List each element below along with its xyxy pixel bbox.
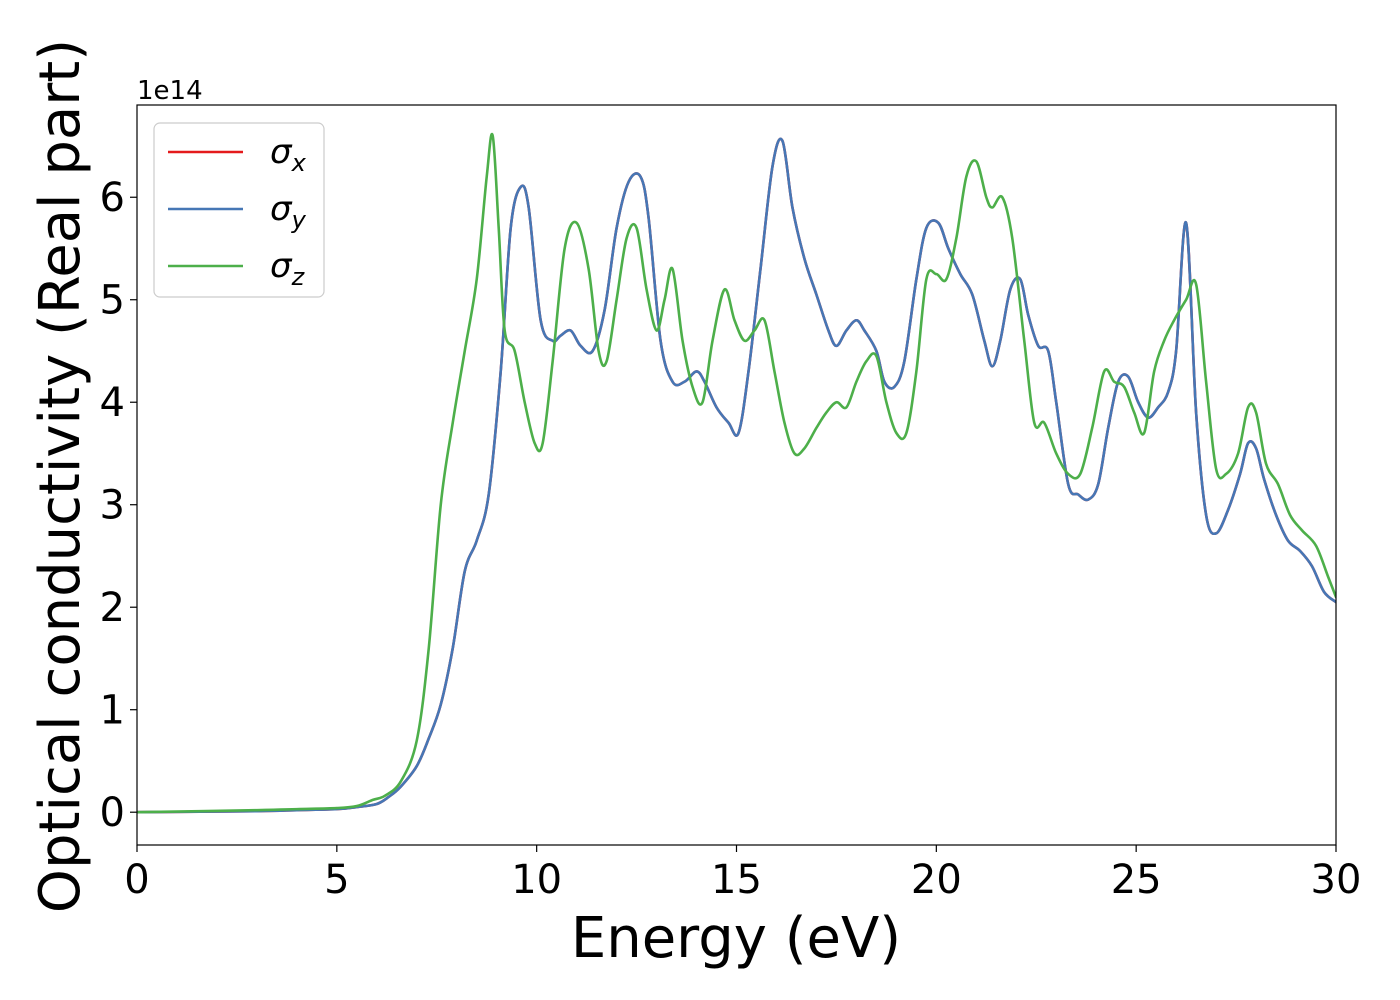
legend-label-z: σz: [270, 246, 306, 291]
series-layer: [137, 132, 1336, 814]
legend: σx σy σz: [153, 122, 325, 298]
y-axis-offset-label: 1e14: [137, 76, 203, 106]
x-tick-label: 25: [1111, 857, 1162, 903]
y-tick-label: 3: [100, 483, 125, 529]
x-axis-title: Energy (eV): [571, 906, 901, 971]
x-tick-label: 0: [124, 857, 149, 903]
y-tick-label: 6: [100, 175, 125, 221]
y-tick-label: 5: [100, 278, 125, 324]
y-tick-label: 1: [100, 688, 125, 734]
y-tick-label: 2: [100, 585, 125, 631]
x-tick-label: 5: [324, 857, 349, 903]
legend-label-x: σx: [270, 132, 307, 177]
y-tick-label: 0: [100, 790, 125, 836]
x-tick-label: 20: [911, 857, 962, 903]
axis-ticks: 0 5 10 15 20 25 30 0 1 2 3 4 5 6: [100, 175, 1362, 903]
x-tick-label: 30: [1311, 857, 1362, 903]
x-tick-label: 10: [511, 857, 562, 903]
series-line-y: [137, 137, 1336, 814]
y-axis-title: Optical conductivity (Real part): [28, 39, 93, 913]
series-line-z: [137, 132, 1336, 814]
y-tick-label: 4: [100, 380, 125, 426]
legend-label-y: σy: [270, 189, 307, 234]
x-tick-label: 15: [711, 857, 762, 903]
